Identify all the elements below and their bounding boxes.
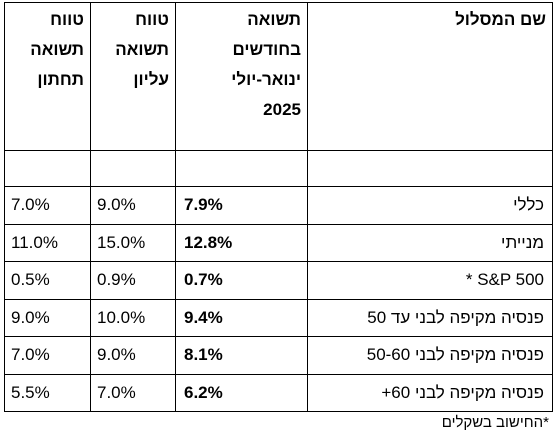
track-name: כללי	[307, 186, 553, 225]
lower-range-value: 7.0%	[4, 336, 91, 375]
return-value: 12.8%	[175, 223, 308, 262]
footnote: *החישוב בשקלים	[441, 414, 549, 431]
header-upper-range: טווח תשואה עליון	[90, 2, 176, 151]
table-row: פנסיה מקיפה לבני 60+ 6.2% 7.0% 5.5%	[4, 373, 553, 412]
returns-table: שם המסלול תשואה בחודשים ינואר-יולי 2025 …	[4, 2, 553, 412]
return-value: 6.2%	[175, 373, 308, 412]
upper-range-value: 7.0%	[90, 373, 176, 412]
lower-range-value: 7.0%	[4, 186, 91, 225]
table-row: פנסיה מקיפה לבני עד 50 9.4% 10.0% 9.0%	[4, 298, 553, 337]
upper-range-value: 0.9%	[90, 261, 176, 300]
lower-range-value: 9.0%	[4, 298, 91, 337]
track-name: S&P 500 *	[307, 261, 553, 300]
track-name: מנייתי	[307, 223, 553, 262]
lower-range-value: 0.5%	[4, 261, 91, 300]
table-row: S&P 500 * 0.7% 0.9% 0.5%	[4, 261, 553, 300]
lower-range-value: 5.5%	[4, 373, 91, 412]
track-name: פנסיה מקיפה לבני 60+	[307, 373, 553, 412]
header-return-jan-jul-2025: תשואה בחודשים ינואר-יולי 2025	[175, 2, 308, 151]
empty-cell	[307, 150, 553, 187]
empty-cell	[175, 150, 308, 187]
empty-cell	[90, 150, 176, 187]
lower-range-value: 11.0%	[4, 223, 91, 262]
header-row: שם המסלול תשואה בחודשים ינואר-יולי 2025 …	[4, 2, 553, 151]
table-row: פנסיה מקיפה לבני 50-60 8.1% 9.0% 7.0%	[4, 336, 553, 375]
return-value: 9.4%	[175, 298, 308, 337]
upper-range-value: 9.0%	[90, 336, 176, 375]
table-row: מנייתי 12.8% 15.0% 11.0%	[4, 223, 553, 262]
empty-row	[4, 150, 553, 187]
upper-range-value: 10.0%	[90, 298, 176, 337]
table-row: כללי 7.9% 9.0% 7.0%	[4, 186, 553, 225]
return-value: 8.1%	[175, 336, 308, 375]
track-name: פנסיה מקיפה לבני 50-60	[307, 336, 553, 375]
return-value: 0.7%	[175, 261, 308, 300]
upper-range-value: 9.0%	[90, 186, 176, 225]
return-value: 7.9%	[175, 186, 308, 225]
upper-range-value: 15.0%	[90, 223, 176, 262]
track-name: פנסיה מקיפה לבני עד 50	[307, 298, 553, 337]
header-lower-range: טווח תשואה תחתון	[4, 2, 91, 151]
empty-cell	[4, 150, 91, 187]
header-track-name: שם המסלול	[307, 2, 553, 151]
